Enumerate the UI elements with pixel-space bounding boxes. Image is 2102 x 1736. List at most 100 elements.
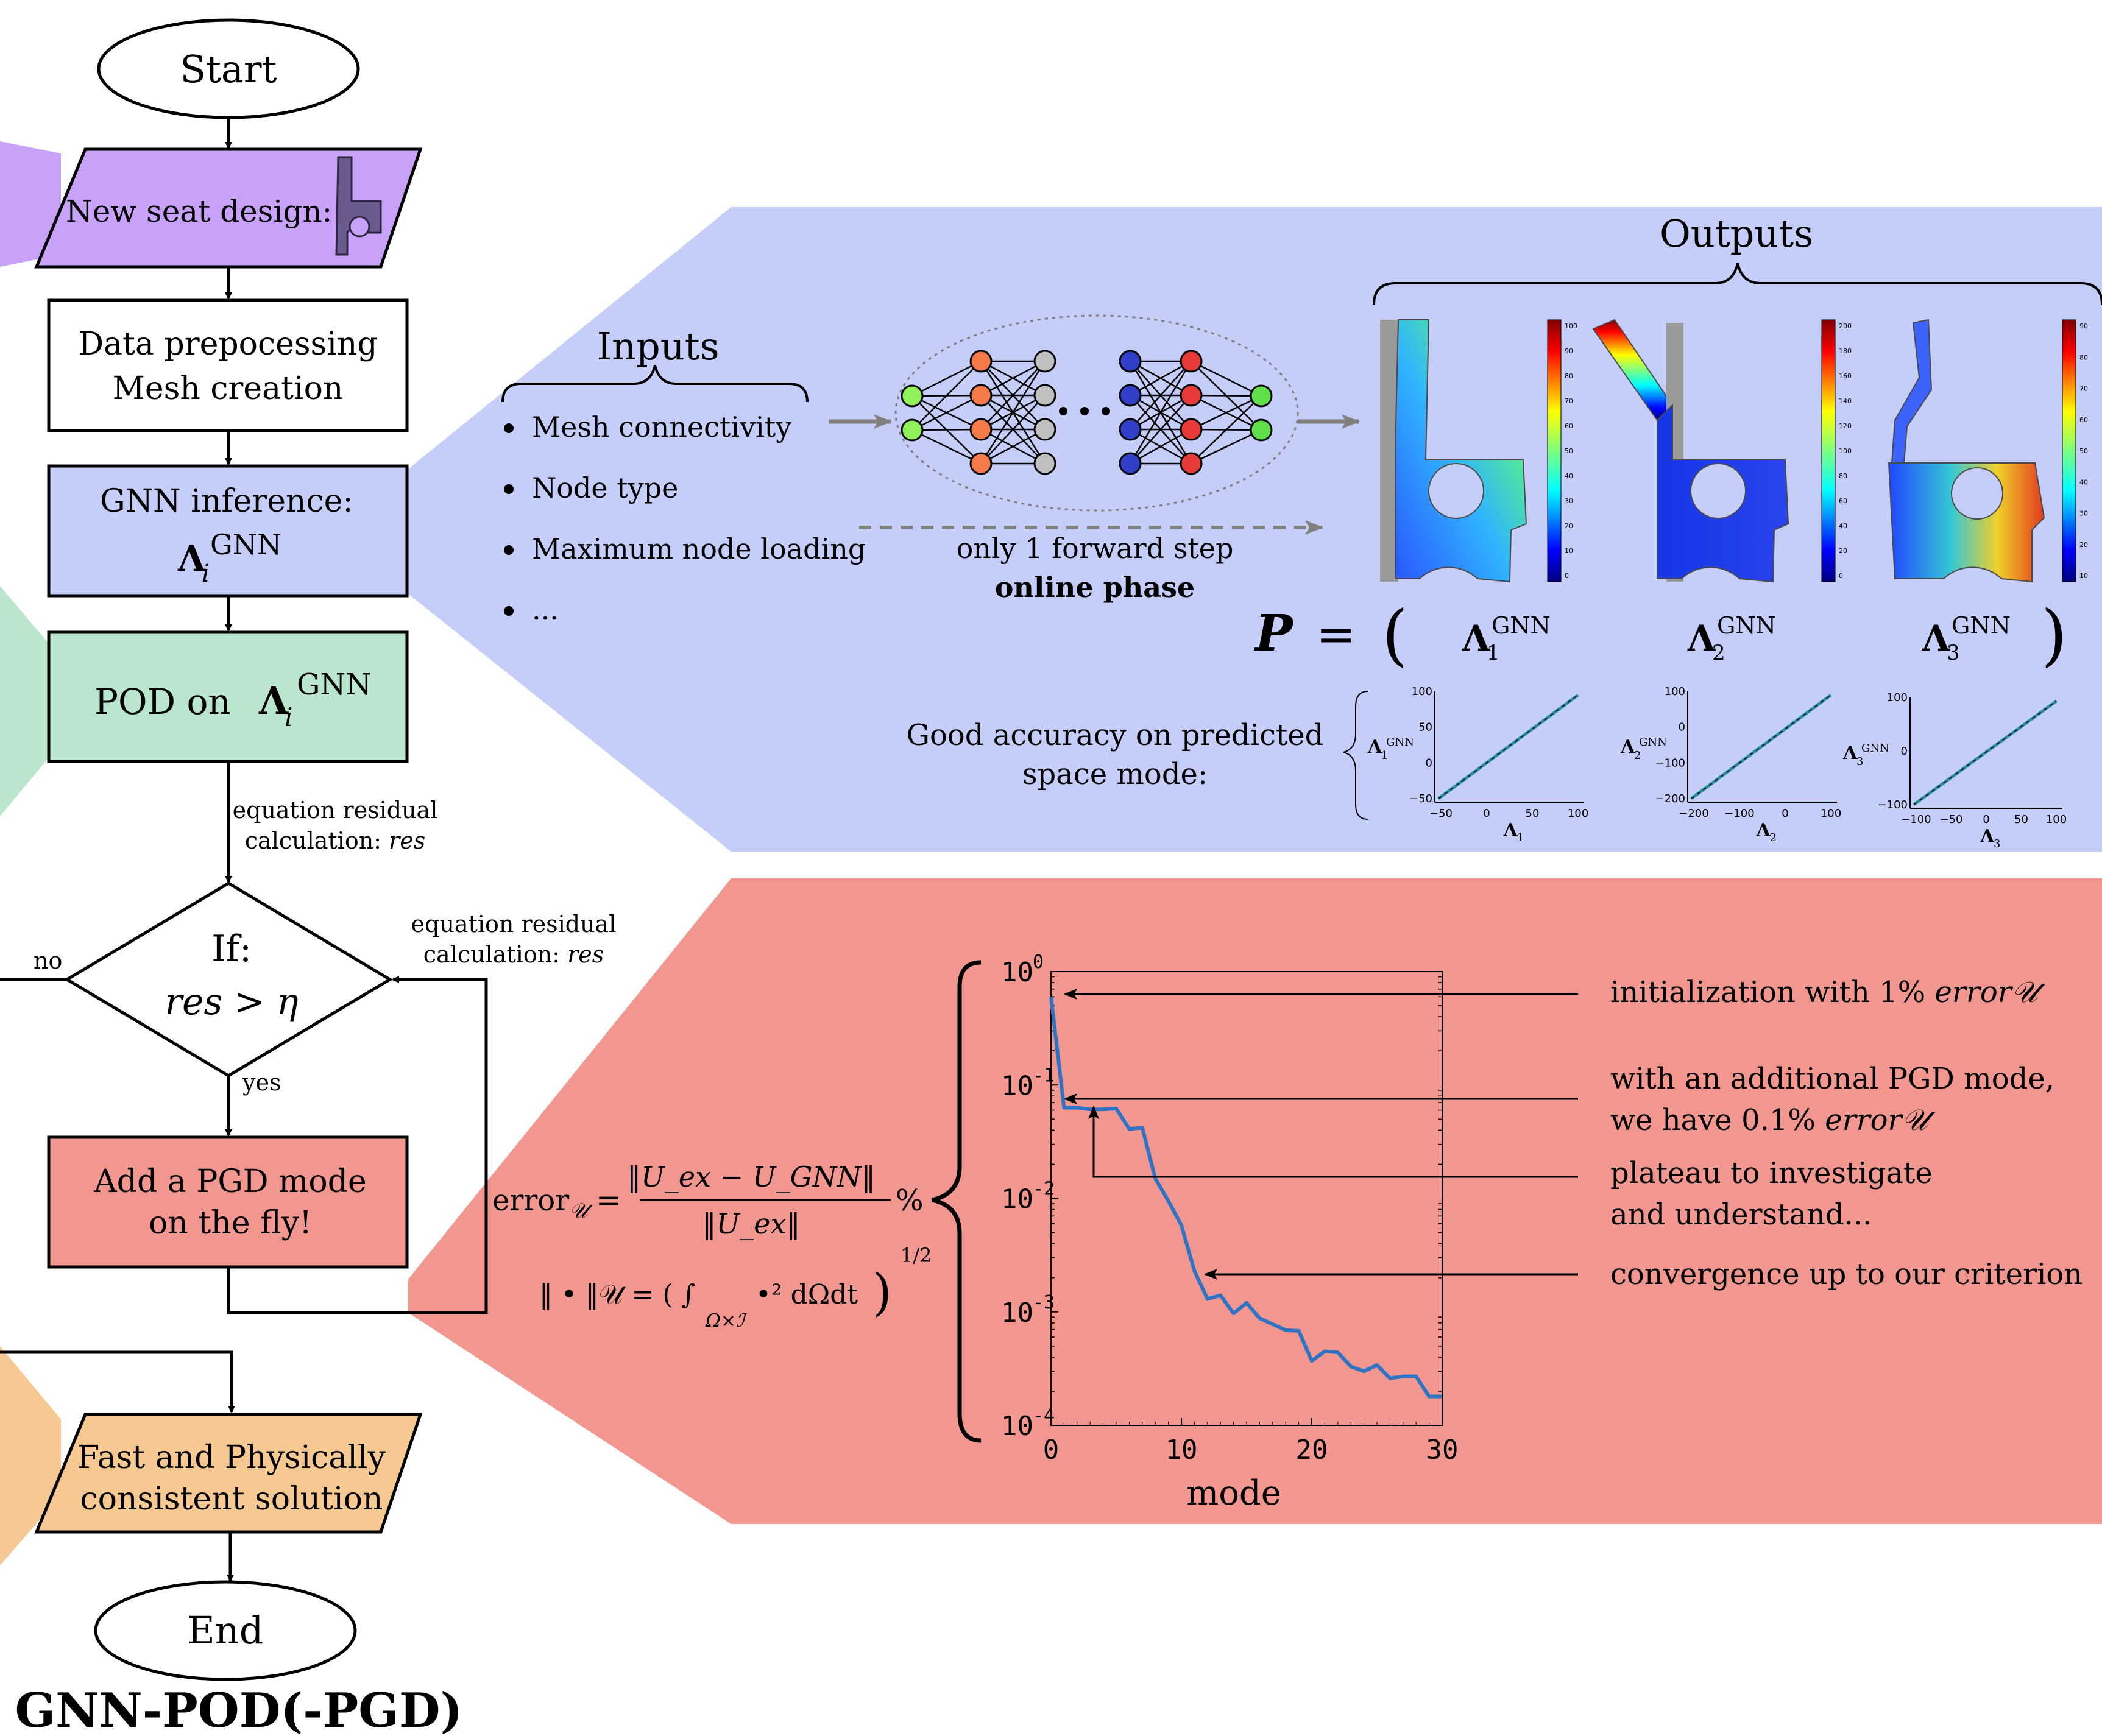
end-node[interactable] [94, 1580, 357, 1681]
chart-xlabel: mode [1186, 1473, 1281, 1513]
norm-integrand: •² dΩdt [756, 1279, 858, 1310]
equals-sign: = [1316, 607, 1356, 662]
nn-node [969, 452, 993, 475]
annotation-convergence: convergence up to our criterion [1610, 1257, 2083, 1291]
mode3-sup: GNN [1952, 612, 2011, 639]
colorbar-tick-label: 140 [1839, 397, 1852, 405]
nn-node [969, 384, 993, 407]
norm-power: 1/2 [901, 1244, 932, 1267]
nn-edge [1191, 395, 1262, 464]
mode-labels: Λ 1 GNN Λ 2 GNN Λ 3 GNN [1462, 612, 2011, 665]
pod-sub: i [285, 702, 292, 732]
purple-side-band [0, 141, 61, 267]
nn-edge [1191, 395, 1262, 431]
scatter-xtick: 0 [1782, 807, 1788, 820]
nn-node [1033, 452, 1056, 475]
scatter-xlabel-sub: 1 [1517, 831, 1524, 844]
nn-node [1119, 350, 1142, 373]
nn-edge [911, 428, 982, 431]
inputs-brace [501, 365, 809, 403]
mode1-sup: GNN [1492, 612, 1551, 639]
nn-edge [1130, 361, 1192, 430]
prep-line2: Mesh creation [113, 370, 344, 407]
y-tick-exponent: -2 [1033, 1179, 1055, 1200]
scatter-xtick: 100 [1821, 807, 1841, 820]
error-lhs: error𝒰 [492, 1184, 593, 1223]
mode3-colorbar: 90 80 70 60 50 40 30 20 10 [2062, 319, 2088, 582]
nn-edge [1191, 429, 1262, 465]
scatter-xtick: −200 [1679, 807, 1708, 820]
inputs-list: Mesh connectivity Node type Maximum node… [504, 411, 866, 626]
bullet [504, 606, 514, 616]
gnn-inference-symbol: Λ [177, 538, 206, 579]
scatter-ytick: −100 [1878, 799, 1908, 811]
colorbar-tick-label: 50 [2079, 447, 2088, 455]
colorbar-tick-label: 200 [1839, 322, 1852, 330]
scatter-ytick: 100 [1887, 691, 1908, 704]
no-to-solution-line [0, 1350, 235, 1413]
decision-node[interactable] [64, 881, 393, 1078]
start-label: Start [180, 47, 277, 91]
colorbar-tick-label: 100 [1565, 322, 1577, 330]
add-pgd-mode-node[interactable] [47, 1135, 409, 1269]
fast-solution-node[interactable] [34, 1413, 423, 1534]
nn-node [969, 418, 993, 441]
y-tick-label: 10 [1001, 1297, 1033, 1328]
pod-node[interactable] [47, 630, 409, 763]
scatter-xtick: 100 [2046, 813, 2067, 826]
y-tick-exponent: -3 [1033, 1292, 1055, 1313]
gnn-panel: Inputs Mesh connectivity Node type Maxim… [501, 211, 2102, 850]
nn-node [1119, 418, 1142, 441]
nn-edge [1130, 360, 1192, 397]
gnn-inference-node[interactable] [47, 464, 409, 598]
neural-network-graphic [894, 314, 1299, 512]
pod-sup: GNN [297, 668, 371, 702]
nn-edge [911, 429, 982, 465]
mode3-label: Λ [1922, 618, 1950, 659]
colorbar-tick-label: 50 [1565, 447, 1573, 455]
scatter-points [1437, 693, 1579, 800]
nn-edge [911, 394, 982, 431]
bullet [504, 545, 514, 555]
colorbar-tick-label: 80 [2079, 353, 2088, 361]
y-tick-exponent: 0 [1033, 951, 1044, 973]
nn-node [1180, 452, 1203, 475]
colorbar-tick-label: 0 [1839, 572, 1843, 580]
scatter-xtick: 50 [2014, 813, 2028, 826]
scatter-ylabel: Λ [1620, 736, 1635, 758]
data-preprocessing-node[interactable] [47, 298, 409, 432]
nn-node [1033, 418, 1056, 441]
nn-node [1033, 384, 1056, 407]
nn-edge [980, 395, 1046, 464]
nn-node [901, 384, 924, 408]
gnn-inference-sup: GNN [210, 528, 281, 561]
prep-line1: Data prepocessing [78, 326, 377, 362]
annotation-plateau-2: and understand... [1610, 1198, 1872, 1232]
forward-step-label: only 1 forward step [957, 532, 1234, 565]
annotation-additional-2: we have 0.1% error𝒰 [1610, 1103, 1936, 1137]
nn-edge [980, 428, 1046, 465]
colorbar-tick-label: 160 [1839, 372, 1852, 380]
nn-node [969, 350, 993, 373]
scatter-ylabel-sup: GNN [1386, 736, 1414, 749]
gnn-inference-sub: i [202, 560, 210, 588]
colorbar-tick-label: 90 [2079, 322, 2088, 330]
online-phase-label: online phase [995, 571, 1195, 604]
error-denominator: ‖U_ex‖ [702, 1207, 801, 1240]
scatter-xtick: 0 [1983, 813, 1989, 826]
scatter-xtick: −50 [1940, 813, 1963, 826]
colorbar-tick-label: 30 [1565, 497, 1573, 505]
new-seat-node[interactable] [34, 147, 423, 269]
y-tick-exponent: -4 [1033, 1405, 1055, 1427]
decision-condition: res > η [165, 981, 298, 1023]
method-title: GNN-POD(-PGD) [15, 1683, 463, 1736]
input-item: Maximum node loading [532, 532, 866, 565]
colorbar-tick-label: 70 [2079, 385, 2088, 393]
colorbar-tick-label: 60 [1839, 497, 1847, 505]
pgd-line1: Add a PGD mode [93, 1163, 367, 1200]
